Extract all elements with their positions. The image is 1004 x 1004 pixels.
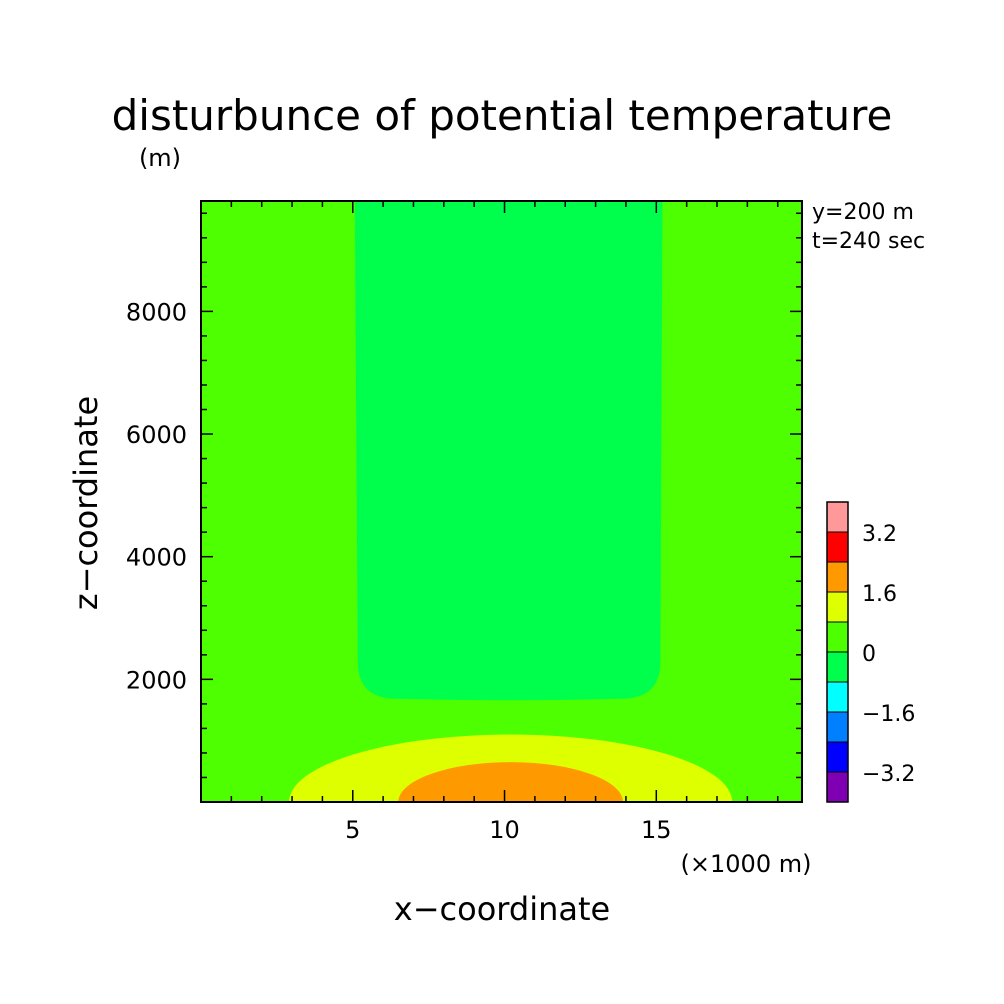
- x-axis-label: x−coordinate: [394, 890, 610, 928]
- colorbar-swatch: [827, 592, 848, 622]
- region-warm-core: [398, 762, 623, 802]
- colorbar-swatch: [827, 652, 848, 682]
- plot-frame: [200, 200, 803, 803]
- colorbar-swatch: [827, 622, 848, 652]
- colorbar-label: −3.2: [862, 762, 915, 787]
- x-unit-label: (×1000 m): [681, 850, 812, 878]
- y-axis-label: z−coordinate: [67, 396, 105, 610]
- colorbar-swatch: [827, 682, 848, 712]
- x-tick-label: 15: [641, 816, 672, 844]
- colorbar-swatch: [827, 532, 848, 562]
- colorbar-swatch: [827, 712, 848, 742]
- annotation-y: y=200 m: [812, 200, 914, 225]
- y-tick-label: 8000: [126, 298, 187, 326]
- colorbar-label: −1.6: [862, 702, 915, 727]
- x-tick-label: 10: [489, 816, 520, 844]
- colorbar-label: 3.2: [862, 522, 897, 547]
- y-tick-label: 2000: [126, 666, 187, 694]
- y-tick-label: 4000: [126, 544, 187, 572]
- colorbar-frame: [826, 501, 849, 803]
- y-tick-label: 6000: [126, 421, 187, 449]
- annotation-t: t=240 sec: [812, 229, 925, 254]
- colorbar-swatch: [827, 502, 848, 532]
- colorbar-label: 1.6: [862, 582, 897, 607]
- colorbar-swatch: [827, 742, 848, 772]
- contour-fills: [289, 201, 733, 802]
- tick-labels: 5 10 15 2000 4000 6000 8000: [126, 298, 672, 844]
- colorbar-label: 0: [862, 642, 876, 667]
- colorbar-swatch: [827, 772, 848, 802]
- region-cool-column: [354, 201, 663, 701]
- x-tick-label: 5: [345, 816, 360, 844]
- colorbar-labels: 3.2 1.6 0 −1.6 −3.2: [862, 522, 915, 787]
- colorbar: [826, 501, 849, 803]
- y-unit-label: (m): [139, 144, 181, 172]
- chart-title: disturbunce of potential temperature: [112, 91, 893, 140]
- plot-area: [200, 200, 803, 803]
- axis-ticks: [201, 201, 802, 802]
- colorbar-swatch: [827, 562, 848, 592]
